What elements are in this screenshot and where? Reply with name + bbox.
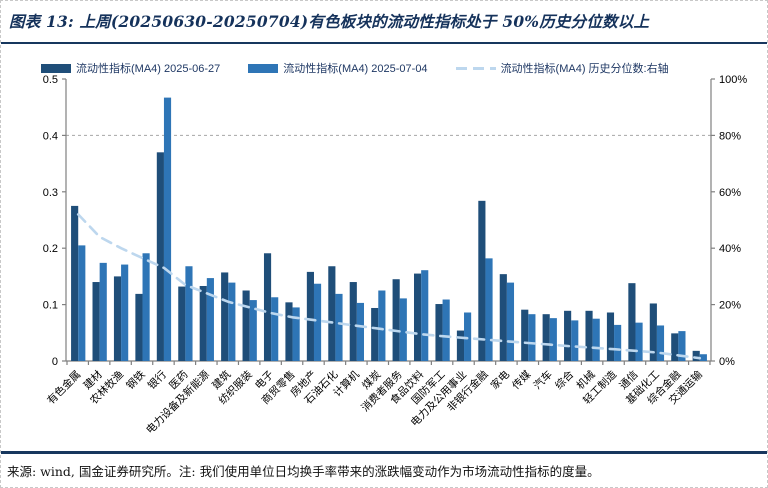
bar-2025-06-27 [542, 314, 550, 361]
bar-2025-06-27 [521, 309, 529, 361]
right-tick-label: 0% [719, 356, 735, 368]
bar-2025-07-04 [185, 266, 193, 361]
x-category-label: 汽车 [531, 368, 555, 392]
bar-2025-06-27 [585, 310, 593, 361]
series2-swatch-icon [248, 63, 279, 73]
bar-2025-07-04 [464, 312, 472, 361]
bar-2025-06-27 [671, 333, 679, 361]
legend-label-series3: 流动性指标(MA4) 历史分位数:右轴 [500, 63, 669, 75]
bar-2025-06-27 [628, 283, 636, 361]
bar-2025-07-04 [121, 264, 129, 361]
bar-2025-07-04 [442, 299, 450, 361]
legend-label-series1: 流动性指标(MA4) 2025-06-27 [76, 63, 221, 75]
bar-2025-07-04 [678, 331, 686, 361]
bar-2025-06-27 [285, 302, 293, 361]
bar-2025-06-27 [263, 253, 272, 361]
x-category-label: 传媒 [509, 368, 533, 392]
source-note: 来源: wind, 国金证券研究所。注: 我们使用单位日均换手率带来的涨跌幅变动… [7, 464, 600, 479]
bar-2025-07-04 [549, 318, 557, 361]
bar-2025-06-27 [306, 271, 314, 361]
bar-2025-07-04 [292, 307, 300, 361]
bar-2025-07-04 [592, 318, 600, 361]
legend-label-series2: 流动性指标(MA4) 2025-07-04 [283, 63, 428, 75]
bar-2025-07-04 [99, 262, 107, 361]
bar-2025-06-27 [456, 330, 465, 361]
left-tick-label: 0.1 [43, 300, 58, 312]
bar-2025-06-27 [414, 273, 422, 361]
bar-2025-06-27 [328, 266, 336, 361]
bar-2025-07-04 [78, 245, 86, 361]
title-divider [1, 42, 767, 44]
bar-2025-07-04 [635, 322, 643, 361]
legend-item-series2: 流动性指标(MA4) 2025-07-04 [248, 60, 428, 76]
bar-2025-07-04 [485, 258, 493, 361]
x-category-label: 有色金属 [44, 368, 83, 407]
combo-chart: 00.10.20.30.40.50%20%40%60%80%100%有色金属建材… [43, 74, 748, 437]
bar-2025-06-27 [392, 279, 400, 361]
bar-2025-07-04 [142, 253, 150, 361]
chart-area: 0 0.1 0.2 0.3 0.4 0.5 0% 20% 40% 60% 80% 100% 有色金属 建材… [1, 73, 767, 451]
bar-2025-06-27 [499, 274, 507, 361]
bar-2025-06-27 [92, 282, 100, 361]
right-tick-label: 60% [719, 187, 741, 199]
bar-2025-07-04 [356, 302, 364, 361]
bar-2025-07-04 [399, 298, 407, 361]
bar-2025-07-04 [313, 283, 322, 361]
right-tick-label: 100% [719, 74, 747, 86]
bar-2025-07-04 [378, 290, 386, 361]
chart-title: 图表 13: 上周(20250630-20250704)有色板块的流动性指标处于… [9, 12, 650, 31]
bar-2025-06-27 [71, 205, 79, 361]
bar-2025-07-04 [506, 282, 515, 361]
x-category-label: 钢铁 [124, 368, 148, 392]
right-tick-label: 80% [719, 130, 741, 142]
bar-2025-06-27 [606, 312, 615, 361]
legend-item-series3: 流动性指标(MA4) 历史分位数:右轴 [455, 60, 669, 76]
left-tick-label: 0.5 [43, 74, 58, 86]
bar-2025-06-27 [178, 286, 186, 361]
bar-2025-07-04 [699, 354, 707, 361]
bar-2025-07-04 [614, 324, 622, 361]
left-tick-label: 0.3 [43, 187, 58, 199]
bar-2025-07-04 [271, 297, 279, 361]
right-tick-label: 20% [719, 300, 741, 312]
bar-2025-07-04 [528, 314, 536, 361]
chart-legend: 流动性指标(MA4) 2025-06-27 流动性指标(MA4) 2025-07… [41, 60, 761, 76]
bar-2025-06-27 [649, 303, 657, 361]
bar-2025-06-27 [113, 276, 122, 361]
bar-2025-07-04 [206, 278, 214, 361]
bar-2025-07-04 [228, 282, 236, 361]
bar-2025-06-27 [135, 293, 143, 361]
bar-2025-07-04 [656, 325, 665, 361]
bar-2025-06-27 [156, 152, 164, 361]
left-tick-label: 0 [52, 356, 58, 368]
bar-2025-06-27 [199, 285, 207, 361]
bar-2025-06-27 [371, 307, 379, 361]
x-category-label: 银行 [145, 368, 169, 392]
right-tick-label: 40% [719, 243, 741, 255]
bar-2025-06-27 [478, 200, 486, 361]
left-tick-label: 0.4 [43, 130, 58, 142]
bar-2025-07-04 [249, 300, 257, 361]
bar-2025-07-04 [571, 320, 579, 361]
bar-2025-06-27 [221, 272, 229, 361]
x-category-label: 综合 [552, 368, 576, 392]
bar-2025-06-27 [349, 282, 357, 361]
bar-2025-07-04 [421, 270, 429, 361]
series1-swatch-icon [41, 63, 71, 73]
bar-2025-07-04 [163, 97, 172, 361]
legend-item-series1: 流动性指标(MA4) 2025-06-27 [41, 60, 220, 76]
series3-dashed-line-icon [455, 66, 496, 70]
x-category-label: 家电 [488, 368, 512, 392]
bar-2025-06-27 [564, 310, 572, 361]
bar-2025-06-27 [435, 304, 443, 361]
bar-2025-06-27 [242, 290, 250, 361]
left-tick-label: 0.2 [43, 243, 58, 255]
bar-2025-06-27 [692, 350, 700, 361]
percentile-line [76, 213, 702, 360]
footer-divider [1, 451, 767, 454]
bar-2025-07-04 [335, 293, 343, 361]
